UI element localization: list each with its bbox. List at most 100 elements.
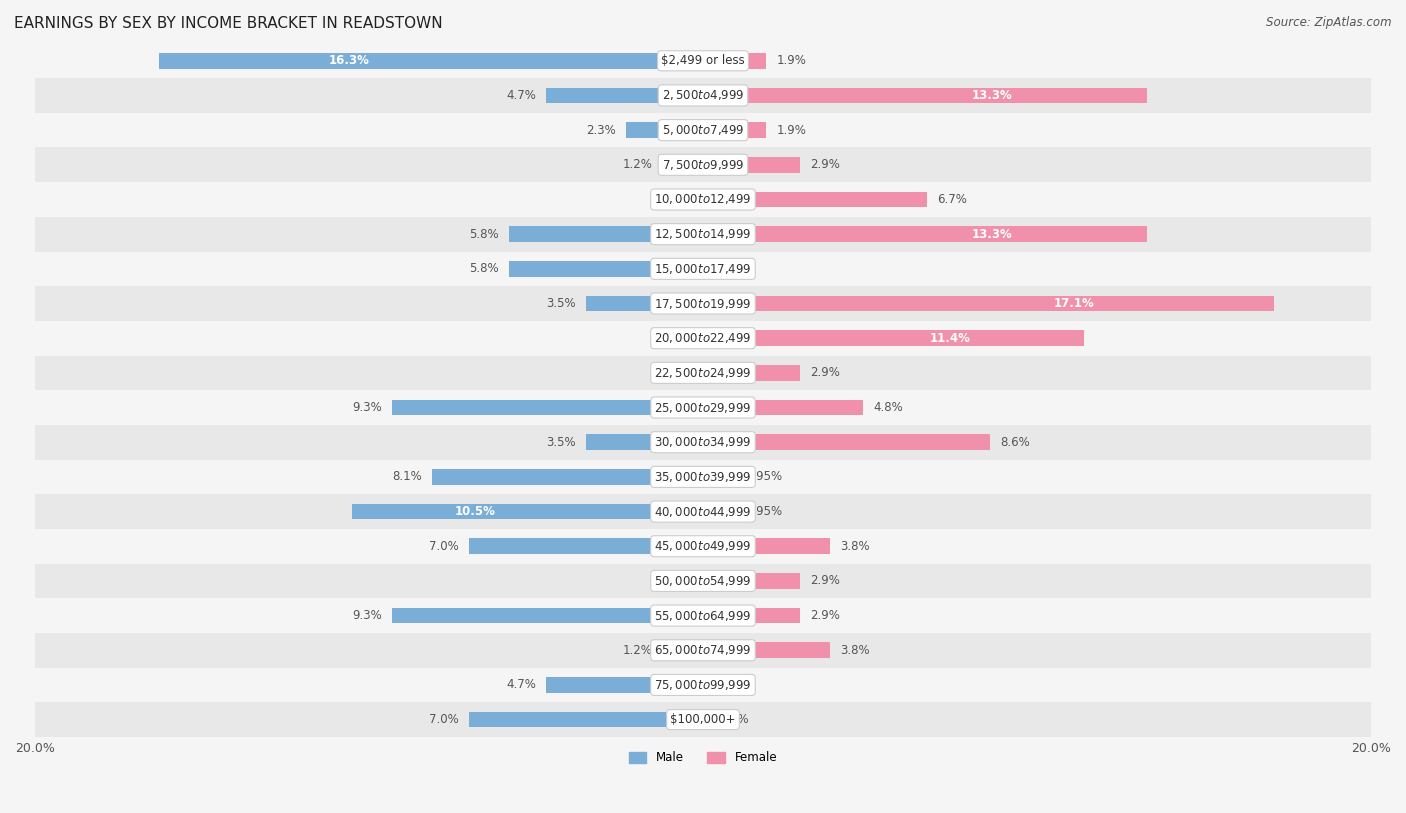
Bar xyxy=(662,642,703,658)
Bar xyxy=(509,261,703,276)
Text: $17,500 to $19,999: $17,500 to $19,999 xyxy=(654,297,752,311)
Text: $65,000 to $74,999: $65,000 to $74,999 xyxy=(654,643,752,657)
Bar xyxy=(35,529,1371,563)
Bar xyxy=(35,667,1371,702)
Text: EARNINGS BY SEX BY INCOME BRACKET IN READSTOWN: EARNINGS BY SEX BY INCOME BRACKET IN REA… xyxy=(14,16,443,31)
Text: 4.7%: 4.7% xyxy=(506,678,536,691)
Text: 2.9%: 2.9% xyxy=(810,575,839,588)
Text: $2,500 to $4,999: $2,500 to $4,999 xyxy=(662,89,744,102)
Bar xyxy=(703,122,766,138)
Text: 8.1%: 8.1% xyxy=(392,471,422,484)
Bar xyxy=(392,400,703,415)
Bar xyxy=(703,330,1084,346)
Text: 9.3%: 9.3% xyxy=(353,609,382,622)
Bar xyxy=(35,286,1371,321)
Text: 3.5%: 3.5% xyxy=(547,297,576,310)
Text: 6.7%: 6.7% xyxy=(936,193,967,206)
Bar xyxy=(703,573,800,589)
Bar xyxy=(35,182,1371,217)
Bar xyxy=(35,390,1371,425)
Text: 13.3%: 13.3% xyxy=(972,228,1012,241)
Bar xyxy=(470,538,703,554)
Text: 0.0%: 0.0% xyxy=(720,678,749,691)
Text: 2.9%: 2.9% xyxy=(810,367,839,380)
Text: $5,000 to $7,499: $5,000 to $7,499 xyxy=(662,123,744,137)
Text: 13.3%: 13.3% xyxy=(972,89,1012,102)
Text: 17.1%: 17.1% xyxy=(1054,297,1095,310)
Bar xyxy=(35,321,1371,355)
Bar xyxy=(35,355,1371,390)
Text: 8.6%: 8.6% xyxy=(1000,436,1031,449)
Text: 1.9%: 1.9% xyxy=(776,124,807,137)
Bar xyxy=(703,365,800,380)
Text: 2.3%: 2.3% xyxy=(586,124,616,137)
Bar xyxy=(703,226,1147,242)
Bar xyxy=(35,563,1371,598)
Bar xyxy=(35,113,1371,147)
Text: 0.0%: 0.0% xyxy=(657,367,686,380)
Bar xyxy=(586,434,703,450)
Bar xyxy=(703,469,735,485)
Text: 3.8%: 3.8% xyxy=(839,540,869,553)
Bar xyxy=(35,598,1371,633)
Bar xyxy=(546,88,703,103)
Text: 3.8%: 3.8% xyxy=(839,644,869,657)
Text: 2.9%: 2.9% xyxy=(810,159,839,172)
Text: $45,000 to $49,999: $45,000 to $49,999 xyxy=(654,539,752,553)
Text: $15,000 to $17,499: $15,000 to $17,499 xyxy=(654,262,752,276)
Bar xyxy=(353,504,703,520)
Bar xyxy=(509,226,703,242)
Text: 5.8%: 5.8% xyxy=(470,228,499,241)
Text: 7.0%: 7.0% xyxy=(429,713,460,726)
Text: $55,000 to $64,999: $55,000 to $64,999 xyxy=(654,609,752,623)
Bar xyxy=(35,702,1371,737)
Text: $7,500 to $9,999: $7,500 to $9,999 xyxy=(662,158,744,172)
Bar xyxy=(35,425,1371,459)
Text: $35,000 to $39,999: $35,000 to $39,999 xyxy=(654,470,752,484)
Text: 11.4%: 11.4% xyxy=(931,332,972,345)
Text: 5.8%: 5.8% xyxy=(470,263,499,276)
Text: 1.2%: 1.2% xyxy=(623,159,652,172)
Text: 0.0%: 0.0% xyxy=(657,193,686,206)
Bar xyxy=(703,538,830,554)
Bar xyxy=(703,642,830,658)
Bar xyxy=(703,53,766,68)
Bar xyxy=(35,633,1371,667)
Bar xyxy=(703,192,927,207)
Bar xyxy=(35,494,1371,529)
Text: $25,000 to $29,999: $25,000 to $29,999 xyxy=(654,401,752,415)
Bar xyxy=(159,53,703,68)
Bar xyxy=(546,677,703,693)
Bar xyxy=(35,147,1371,182)
Bar xyxy=(626,122,703,138)
Bar xyxy=(392,608,703,624)
Legend: Male, Female: Male, Female xyxy=(624,747,782,769)
Text: 0.0%: 0.0% xyxy=(657,575,686,588)
Text: 0.95%: 0.95% xyxy=(745,505,782,518)
Bar xyxy=(35,43,1371,78)
Text: 4.7%: 4.7% xyxy=(506,89,536,102)
Bar xyxy=(703,434,990,450)
Text: 10.5%: 10.5% xyxy=(454,505,495,518)
Text: 0.0%: 0.0% xyxy=(720,713,749,726)
Text: 9.3%: 9.3% xyxy=(353,401,382,414)
Text: $75,000 to $99,999: $75,000 to $99,999 xyxy=(654,678,752,692)
Bar xyxy=(470,712,703,728)
Text: 0.95%: 0.95% xyxy=(745,471,782,484)
Bar xyxy=(703,504,735,520)
Text: 16.3%: 16.3% xyxy=(329,54,370,67)
Bar xyxy=(586,296,703,311)
Text: $50,000 to $54,999: $50,000 to $54,999 xyxy=(654,574,752,588)
Text: 0.0%: 0.0% xyxy=(657,332,686,345)
Text: $40,000 to $44,999: $40,000 to $44,999 xyxy=(654,505,752,519)
Bar xyxy=(662,157,703,172)
Text: 1.9%: 1.9% xyxy=(776,54,807,67)
Bar xyxy=(35,217,1371,251)
Text: $100,000+: $100,000+ xyxy=(671,713,735,726)
Bar xyxy=(35,78,1371,113)
Bar xyxy=(35,459,1371,494)
Text: 1.2%: 1.2% xyxy=(623,644,652,657)
Text: $2,499 or less: $2,499 or less xyxy=(661,54,745,67)
Bar xyxy=(703,400,863,415)
Bar xyxy=(703,608,800,624)
